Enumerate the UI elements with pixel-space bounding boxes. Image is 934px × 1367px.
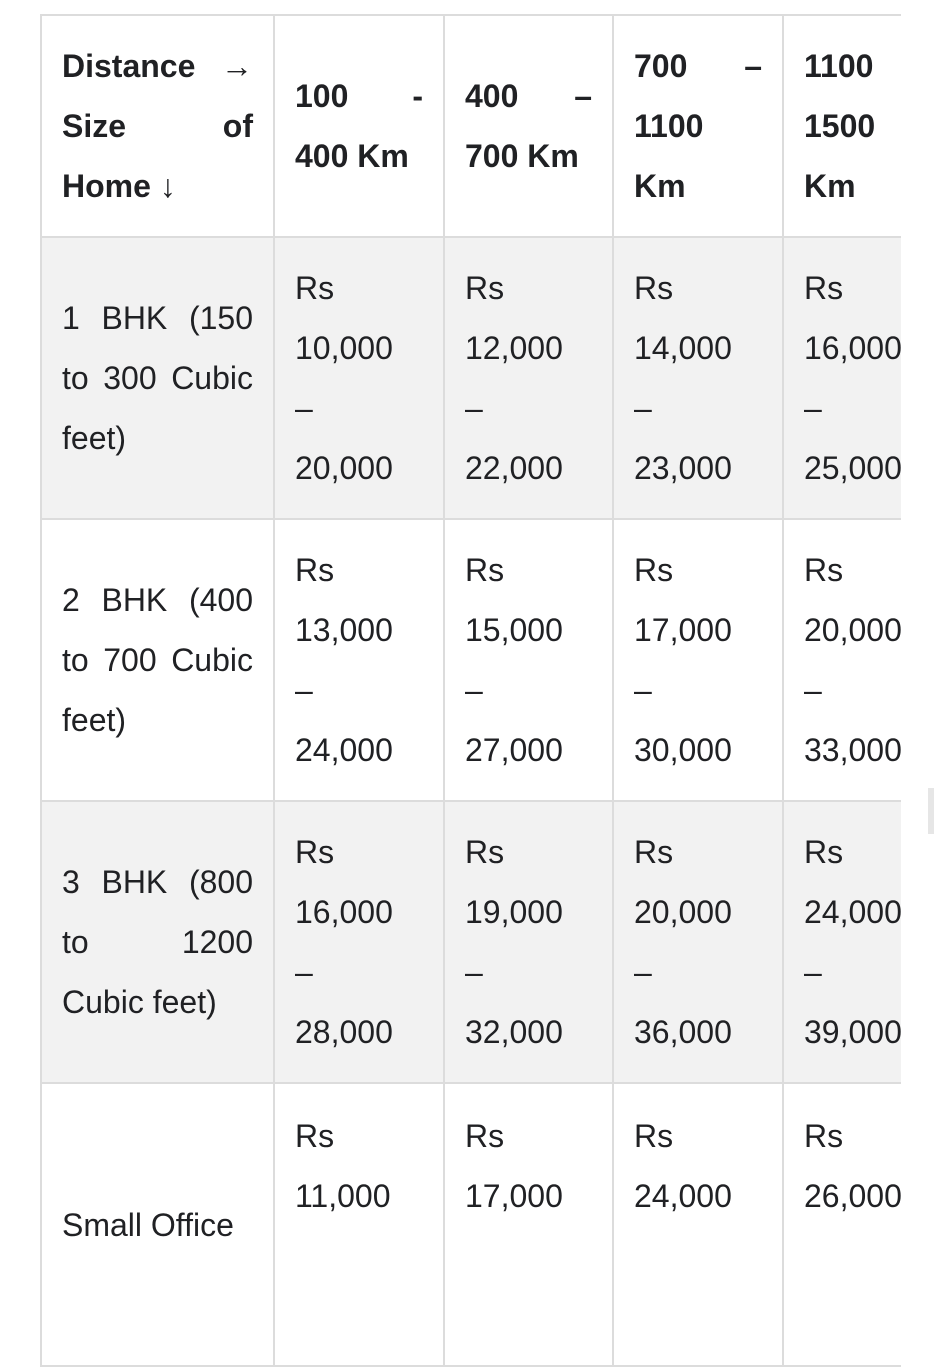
price-cell: Rs 11,000 (273, 1082, 445, 1367)
header-700-1100: 700 – 1100 Km (612, 14, 784, 238)
price-cell: Rs 20,000 – 36,000 (612, 800, 784, 1084)
price-table-container: Distance → Size of Home ↓ 100 - 400 Km 4… (40, 14, 902, 1367)
moving-cost-table: Distance → Size of Home ↓ 100 - 400 Km 4… (40, 14, 902, 1367)
price-cell: Rs 20,000 – 33,000 (782, 518, 902, 802)
scrollbar[interactable] (928, 788, 934, 834)
header-1100-1500: 1100 1500 Km (782, 14, 901, 238)
price-cell: Rs 26,000 (782, 1082, 902, 1367)
price-cell: Rs 24,000 – 39,000 (782, 800, 902, 1084)
price-cell: Rs 16,000 – 28,000 (273, 800, 445, 1084)
price-cell: Rs 10,000 – 20,000 (273, 236, 445, 520)
price-cell: Rs 12,000 – 22,000 (443, 236, 614, 520)
price-cell: Rs 19,000 – 32,000 (443, 800, 614, 1084)
price-cell: Rs 15,000 – 27,000 (443, 518, 614, 802)
table-row: 2 BHK (400 to 700 Cubic feet) Rs 13,000 … (40, 518, 902, 802)
size-cell: 2 BHK (400 to 700 Cubic feet) (40, 518, 275, 802)
header-100-400: 100 - 400 Km (273, 14, 445, 238)
price-cell: Rs 14,000 – 23,000 (612, 236, 784, 520)
table-row: 3 BHK (800 to 1200 Cubic feet) Rs 16,000… (40, 800, 902, 1084)
size-cell: 1 BHK (150 to 300 Cubic feet) (40, 236, 275, 520)
price-cell: Rs 24,000 (612, 1082, 784, 1367)
price-cell: Rs 16,000 – 25,000 (782, 236, 902, 520)
header-size-distance: Distance → Size of Home ↓ (40, 14, 275, 238)
price-cell: Rs 17,000 (443, 1082, 614, 1367)
size-cell: 3 BHK (800 to 1200 Cubic feet) (40, 800, 275, 1084)
price-cell: Rs 17,000 – 30,000 (612, 518, 784, 802)
table-row: Small Office Rs 11,000 Rs 17,000 Rs 24,0… (40, 1082, 902, 1367)
price-cell: Rs 13,000 – 24,000 (273, 518, 445, 802)
size-cell: Small Office (40, 1082, 275, 1367)
table-header-row: Distance → Size of Home ↓ 100 - 400 Km 4… (40, 14, 901, 238)
header-400-700: 400 – 700 Km (443, 14, 614, 238)
table-row: 1 BHK (150 to 300 Cubic feet) Rs 10,000 … (40, 236, 902, 520)
